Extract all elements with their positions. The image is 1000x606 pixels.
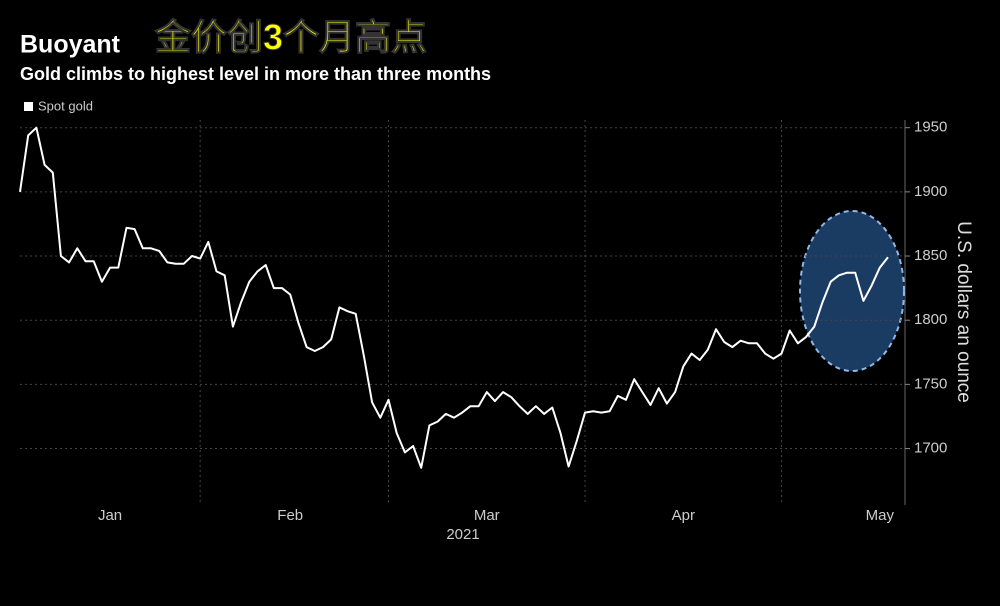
x-tick-label: Feb [277,507,303,524]
plot-area: 1700 1750 1800 1850 1900 1950 Jan Feb Mar Apr May [19,119,947,524]
y-tick-label: 1850 [914,247,947,264]
chart-title: Buoyant [20,31,121,59]
y-tick-label: 1950 [914,119,947,136]
x-tick-label: Jan [98,507,122,524]
legend-label: Spot gold [38,98,93,113]
y-axis-title: U.S. dollars an ounce [953,221,974,403]
y-tick-label: 1750 [914,375,947,392]
x-axis-title: 2021 [446,526,479,543]
y-tick-label: 1800 [914,311,947,328]
y-tick-label: 1700 [914,440,947,457]
price-line [19,126,889,469]
headline-annotation: 金价创3个月高点 [154,17,427,58]
x-tick-label: Apr [672,507,695,524]
chart-subtitle: Gold climbs to highest level in more tha… [20,64,491,84]
y-tick-label: 1900 [914,183,947,200]
x-tick-label: May [866,507,895,524]
x-tick-label: Mar [474,507,500,524]
legend-swatch [24,102,33,111]
highlight-ellipse [799,210,905,372]
